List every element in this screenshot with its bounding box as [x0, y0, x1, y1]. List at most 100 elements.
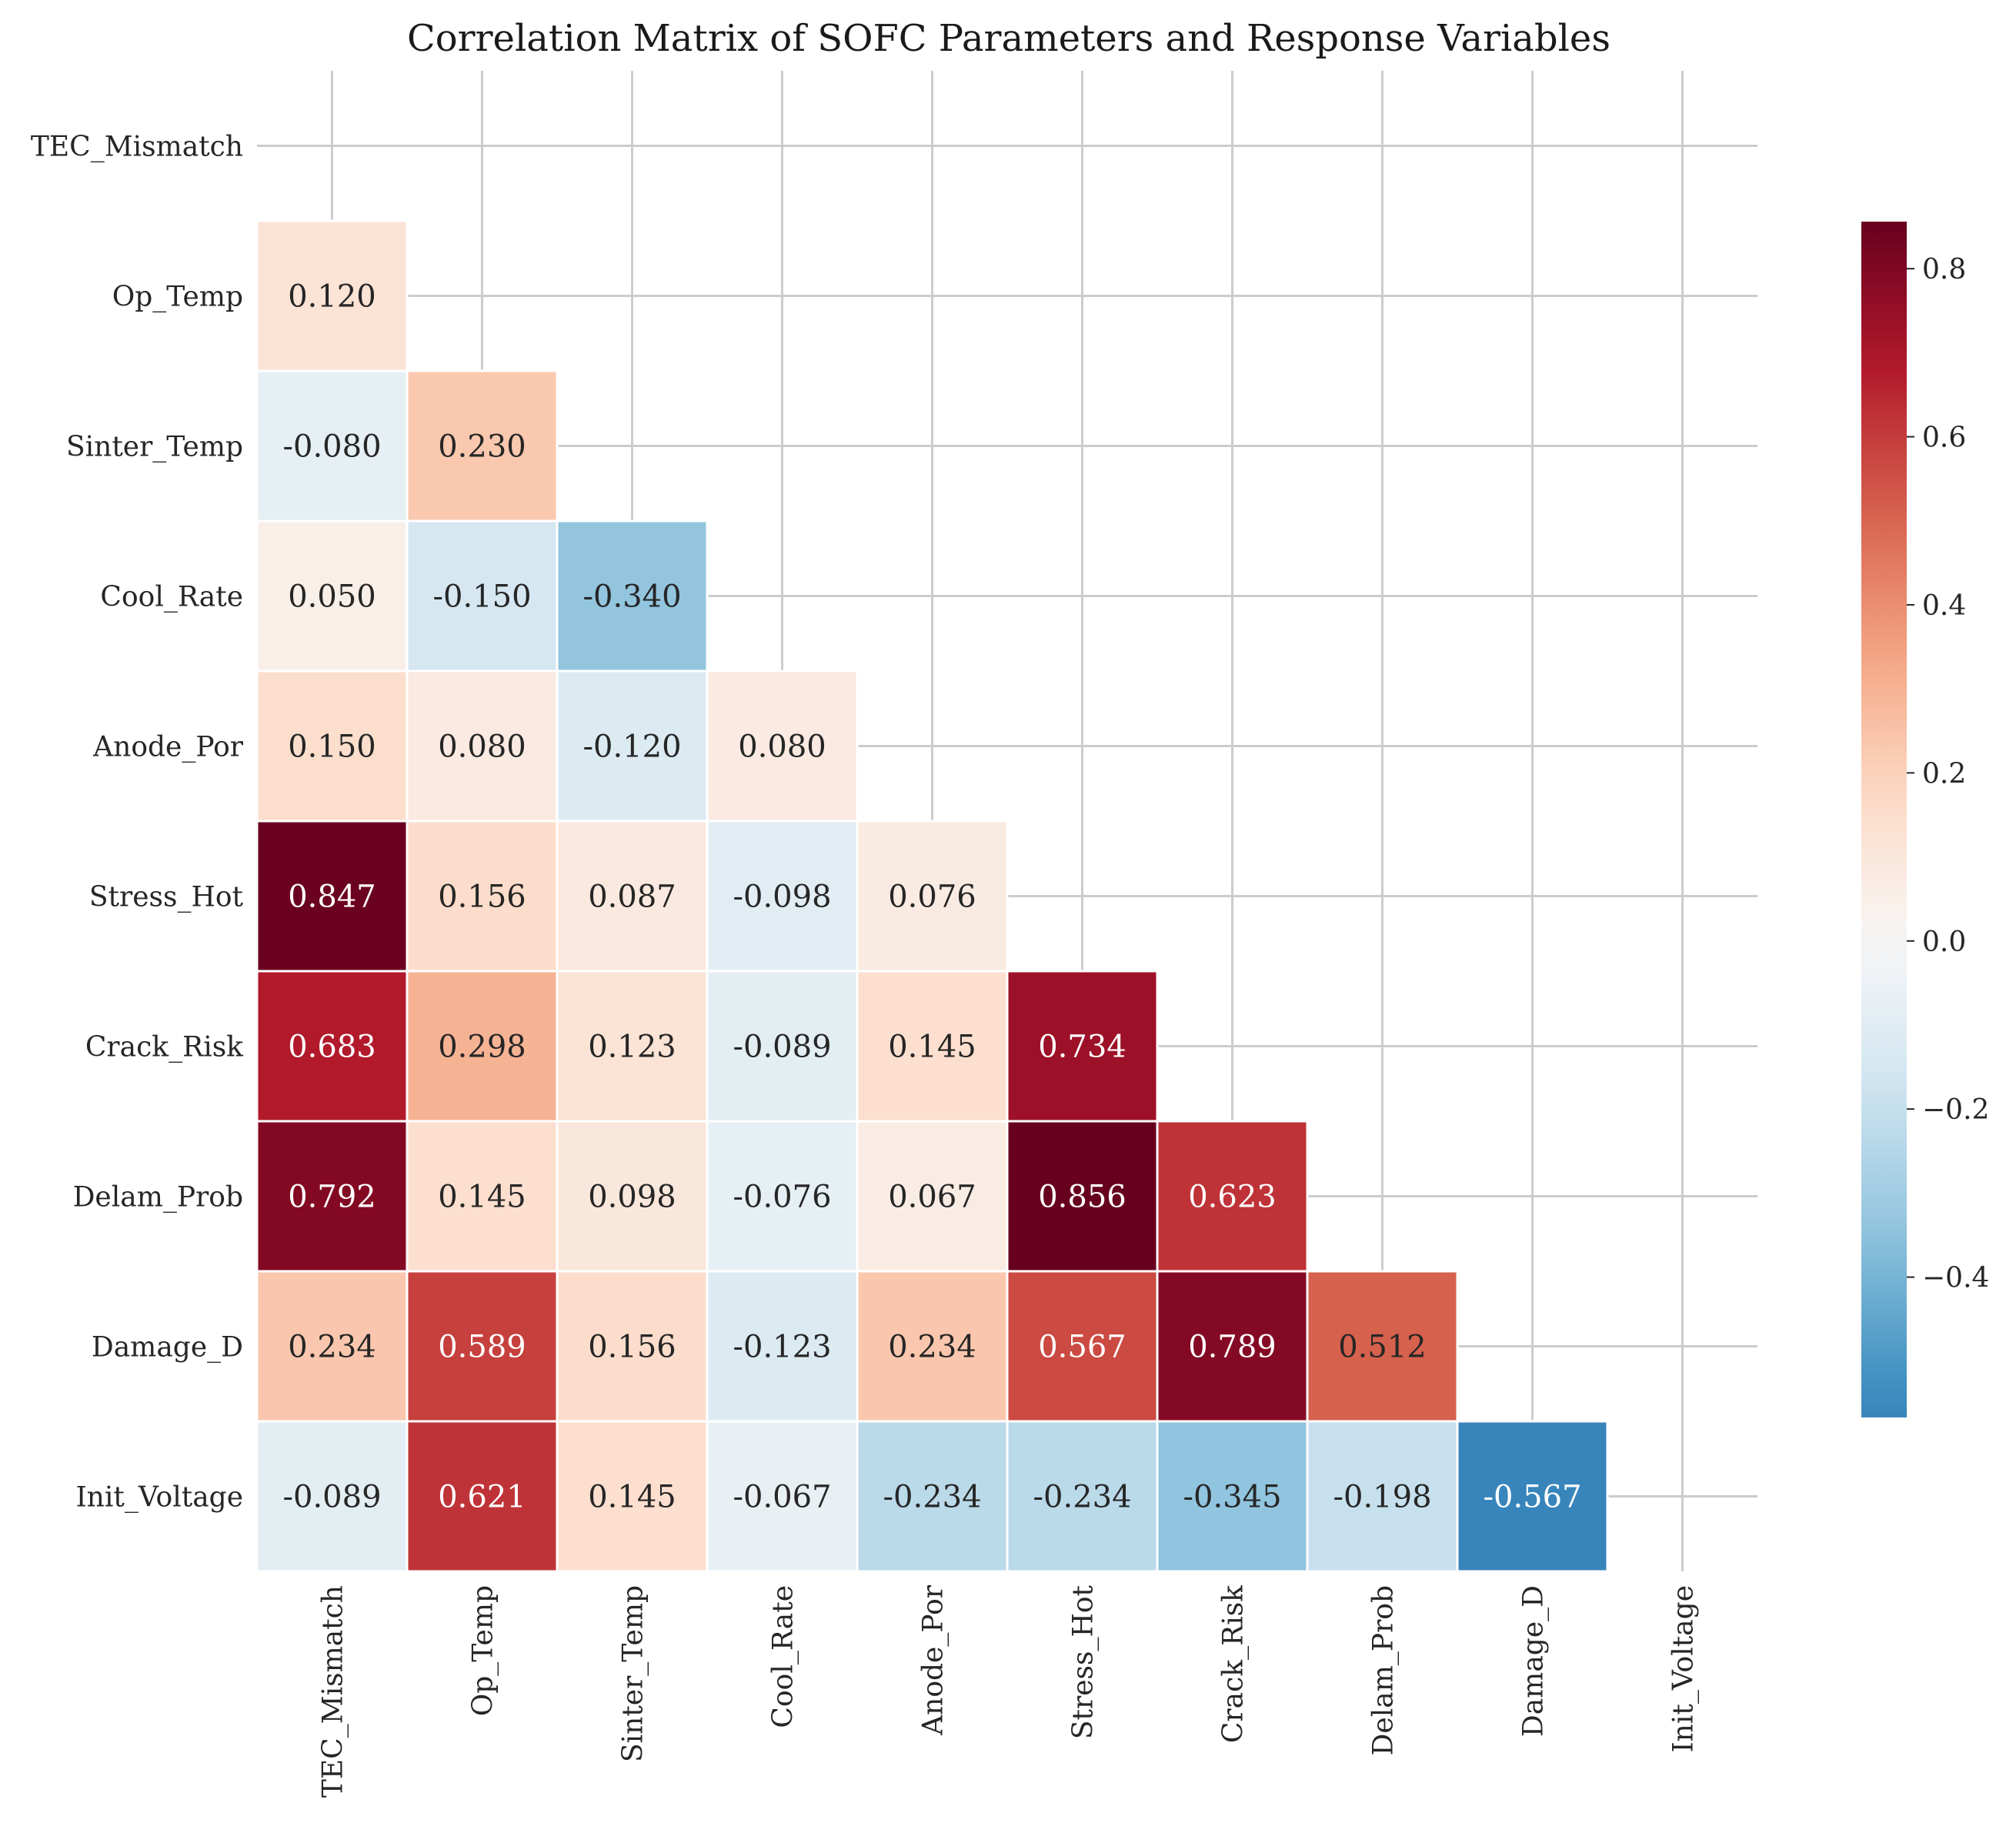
- cell-value-label: -0.150: [432, 579, 531, 615]
- x-axis-tick-labels: TEC_Mismatch Op_Temp Sinter_Temp Cool_Rate A…: [318, 1584, 1700, 1798]
- cell-value-label: 0.683: [288, 1030, 376, 1065]
- heatmap-cell: [255, 1270, 409, 1423]
- cell-value-label: -0.067: [733, 1480, 831, 1515]
- cell-value-label: 0.230: [438, 429, 526, 465]
- x-tick-label: Sinter_Temp: [618, 1585, 649, 1762]
- cell-value-label: 0.087: [588, 880, 676, 915]
- heatmap-cell: [255, 219, 409, 372]
- cell-value-label: -0.567: [1483, 1480, 1581, 1515]
- heatmap-cell: [856, 820, 1009, 973]
- heatmap-cell: [1156, 1120, 1309, 1273]
- x-tick-label: Delam_Prob: [1368, 1585, 1400, 1755]
- cell-value-label: 0.120: [288, 279, 376, 315]
- heatmap-cell: [556, 669, 709, 823]
- cell-value-label: -0.345: [1183, 1480, 1281, 1515]
- chart-title: Correlation Matrix of SOFC Parameters an…: [407, 17, 1610, 60]
- heatmap-cell: [556, 1120, 709, 1273]
- heatmap-cell: [556, 970, 709, 1123]
- cell-value-label: 0.589: [438, 1330, 526, 1365]
- cell-value-label: 0.156: [438, 880, 526, 915]
- heatmap-cell: [255, 820, 409, 973]
- colorbar: 0.8 0.6 0.4 0.2 0.0 −0.2 −0.4: [1861, 222, 1989, 1417]
- colorbar-tick-label: 0.8: [1922, 254, 1966, 285]
- heatmap-cell: [406, 669, 559, 823]
- heatmap-cell: [856, 1270, 1009, 1423]
- cell-value-label: 0.621: [438, 1480, 526, 1515]
- y-tick-label: Op_Temp: [112, 282, 243, 313]
- x-tick-label: Anode_Por: [918, 1584, 950, 1736]
- heatmap-cell: [556, 820, 709, 973]
- cell-value-label: 0.145: [888, 1030, 976, 1065]
- y-tick-label: Delam_Prob: [73, 1182, 243, 1214]
- heatmap-cell: [856, 970, 1009, 1123]
- cell-value-label: 0.076: [888, 880, 976, 915]
- cell-value-label: 0.050: [288, 579, 376, 615]
- x-tick-label: Stress_Hot: [1068, 1584, 1100, 1739]
- y-tick-label: Cool_Rate: [100, 582, 243, 613]
- cell-value-label: 0.080: [438, 730, 526, 765]
- heatmap-cell: [406, 519, 559, 673]
- cell-value-label: -0.080: [282, 429, 381, 465]
- y-axis-tick-labels: TEC_Mismatch Op_Temp Sinter_Temp Cool_Rate A…: [31, 132, 244, 1514]
- heatmap-cell: [406, 820, 559, 973]
- heatmap-cell: [255, 369, 409, 523]
- cell-value-label: 0.734: [1038, 1030, 1126, 1065]
- cell-value-label: -0.076: [733, 1180, 831, 1215]
- cell-value-label: -0.340: [582, 579, 681, 615]
- y-tick-label: Init_Voltage: [75, 1482, 243, 1514]
- cell-value-label: 0.567: [1038, 1330, 1126, 1365]
- cell-value-label: 0.789: [1188, 1330, 1277, 1365]
- cell-value-label: 0.512: [1338, 1330, 1427, 1365]
- cell-value-label: -0.234: [883, 1480, 981, 1515]
- cell-value-label: -0.123: [733, 1330, 831, 1365]
- x-tick-label: Crack_Risk: [1218, 1584, 1250, 1743]
- cell-value-label: 0.792: [288, 1180, 376, 1215]
- cell-value-label: -0.198: [1333, 1480, 1431, 1515]
- y-tick-label: Sinter_Temp: [66, 432, 243, 463]
- heatmap-cell: [706, 1270, 859, 1423]
- heatmap-cell: [1456, 1420, 1609, 1573]
- heatmap-cell: [556, 519, 709, 673]
- x-tick-label: Init_Voltage: [1668, 1585, 1700, 1753]
- cell-value-label: 0.067: [888, 1180, 976, 1215]
- heatmap-cell: [856, 1420, 1009, 1573]
- heatmap-cell: [1006, 1270, 1159, 1423]
- heatmap-cell: [1006, 1420, 1159, 1573]
- heatmap-cell: [406, 1420, 559, 1573]
- heatmap-cell: [706, 970, 859, 1123]
- cell-value-label: -0.089: [733, 1030, 831, 1065]
- colorbar-tick-label: 0.2: [1922, 758, 1966, 790]
- colorbar-tick-label: −0.4: [1922, 1263, 1989, 1294]
- colorbar-tick-label: 0.0: [1922, 927, 1966, 958]
- cell-value-label: 0.856: [1038, 1180, 1126, 1215]
- colorbar-tick-label: −0.2: [1922, 1094, 1989, 1126]
- cell-value-label: -0.120: [582, 730, 681, 765]
- cell-value-label: 0.234: [288, 1330, 376, 1365]
- cell-value-label: 0.298: [438, 1030, 526, 1065]
- colorbar-tick-label: 0.6: [1922, 422, 1966, 454]
- colorbar-tick-label: 0.4: [1922, 590, 1966, 622]
- y-tick-label: TEC_Mismatch: [31, 132, 243, 163]
- heatmap-cell: [706, 669, 859, 823]
- cell-value-label: 0.234: [888, 1330, 976, 1365]
- cell-value-label: -0.098: [733, 880, 831, 915]
- heatmap-cell: [255, 970, 409, 1123]
- cell-value-label: 0.145: [588, 1480, 676, 1515]
- cell-value-label: -0.234: [1033, 1480, 1131, 1515]
- y-tick-label: Anode_Por: [92, 732, 244, 763]
- x-tick-label: TEC_Mismatch: [318, 1585, 349, 1798]
- cell-value-label: 0.080: [738, 730, 826, 765]
- heatmap-cell: [1156, 1420, 1309, 1573]
- cell-value-label: 0.098: [588, 1180, 676, 1215]
- heatmap-cells: 0.120 -0.080 0.230 0.050 -0.150 -0.340 0.150 0.…: [255, 219, 1609, 1573]
- cell-value-label: 0.623: [1188, 1180, 1277, 1215]
- cell-value-label: 0.156: [588, 1330, 676, 1365]
- colorbar-gradient: [1861, 222, 1907, 1417]
- heatmap-cell: [706, 1420, 859, 1573]
- heatmap-cell: [406, 1270, 559, 1423]
- x-tick-label: Op_Temp: [468, 1585, 499, 1716]
- heatmap-cell: [856, 1120, 1009, 1273]
- y-tick-label: Damage_D: [92, 1332, 243, 1364]
- y-tick-label: Stress_Hot: [89, 882, 244, 913]
